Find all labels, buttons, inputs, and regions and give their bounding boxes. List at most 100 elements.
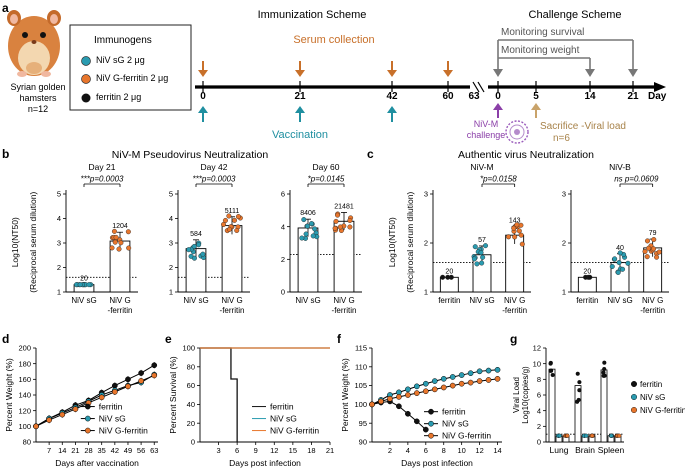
legend-label-ferritin: ferritin 2 μg bbox=[96, 92, 142, 102]
data-point bbox=[310, 233, 316, 239]
y-tick-label: 3 bbox=[57, 239, 61, 248]
significance-label: ***p=0.0003 bbox=[193, 175, 236, 184]
bar-value-label: 21481 bbox=[334, 203, 354, 210]
category-label: -ferritin bbox=[220, 306, 245, 315]
category-label: NiV G bbox=[221, 296, 242, 305]
data-point bbox=[33, 423, 39, 430]
y-axis-label: Percent Weight (%) bbox=[340, 358, 350, 432]
data-point bbox=[518, 232, 524, 238]
data-point bbox=[46, 417, 52, 423]
significance-label: ***p=0.0003 bbox=[81, 175, 124, 184]
x-axis-label: Days after vaccination bbox=[55, 458, 139, 468]
tick-day-60: 60 bbox=[442, 91, 454, 102]
data-point bbox=[615, 269, 621, 275]
data-point bbox=[458, 372, 465, 378]
monitoring-brackets bbox=[493, 39, 638, 77]
y-tick-label: 200 bbox=[18, 344, 31, 353]
y-tick-label: 10 bbox=[533, 359, 541, 368]
bar-value-label: 584 bbox=[190, 231, 202, 238]
hamster-caption-1: Syrian golden bbox=[10, 82, 66, 92]
data-point bbox=[405, 392, 411, 398]
day-axis-label: Day bbox=[648, 91, 667, 102]
data-point bbox=[378, 398, 384, 405]
data-point bbox=[413, 383, 420, 390]
data-point bbox=[654, 254, 660, 260]
y-tick-label: 6 bbox=[281, 190, 285, 199]
category-label: NiV G bbox=[642, 296, 663, 305]
data-point bbox=[231, 217, 237, 223]
y-tick-label: 120 bbox=[18, 406, 31, 415]
data-point bbox=[125, 229, 131, 235]
monitoring-survival-label: Monitoring survival bbox=[501, 27, 585, 38]
y-tick-label: 90 bbox=[359, 438, 367, 447]
chart-d: 80 100 120 140 160 180 200 7 14 21 28 35 42 49 56 63 Day… bbox=[4, 344, 158, 468]
panel-label-c: c bbox=[367, 147, 374, 161]
y-tick-label: 3 bbox=[169, 239, 173, 248]
category-label: NiV sG bbox=[183, 296, 208, 305]
data-point bbox=[335, 212, 341, 218]
data-point bbox=[77, 282, 83, 288]
data-point bbox=[642, 248, 648, 254]
bar-value-label: 20 bbox=[583, 268, 591, 275]
data-point bbox=[601, 373, 606, 378]
data-point bbox=[620, 266, 626, 272]
data-point bbox=[126, 245, 132, 251]
data-point bbox=[616, 260, 622, 266]
data-point bbox=[565, 433, 570, 438]
data-point bbox=[431, 378, 438, 384]
chart-c-nivb-title: NiV-B bbox=[609, 162, 631, 172]
category-label: Spleen bbox=[598, 445, 625, 455]
category-label: -ferritin bbox=[502, 306, 527, 315]
x-axis-label: Days post infection bbox=[401, 458, 473, 468]
data-point bbox=[422, 426, 429, 433]
data-point bbox=[222, 217, 228, 223]
data-point bbox=[413, 418, 420, 425]
y-axis-label: Percent Weight (%) bbox=[4, 358, 14, 432]
bar-value-label: 1204 bbox=[112, 223, 128, 230]
panel-b-ylabel: Log10(NT50) bbox=[9, 217, 20, 268]
data-point bbox=[405, 386, 411, 393]
data-point bbox=[458, 380, 465, 387]
data-point bbox=[304, 223, 310, 229]
legend-label: NiV sG bbox=[640, 393, 665, 402]
x-tick-label: 2 bbox=[388, 446, 392, 455]
data-point bbox=[235, 214, 241, 220]
data-point bbox=[651, 246, 657, 252]
data-point bbox=[396, 394, 402, 400]
data-point bbox=[396, 403, 402, 410]
data-point bbox=[309, 221, 315, 227]
data-point bbox=[651, 237, 657, 243]
chart-c-nivm: NiV-M 1 2 3 20 ferritin 57 NiV sG 143 NiV G-ferri… bbox=[424, 162, 531, 315]
y-tick-label: 2 bbox=[169, 263, 173, 272]
sacrifice-arrow bbox=[531, 103, 541, 118]
challenge-label-1: NiV-M bbox=[473, 119, 499, 129]
x-tick-label: 6 bbox=[424, 446, 428, 455]
data-point bbox=[440, 375, 447, 382]
data-point bbox=[86, 282, 92, 288]
legend-box bbox=[69, 24, 192, 111]
data-point bbox=[333, 218, 339, 224]
serum-collection-label: Serum collection bbox=[293, 34, 375, 46]
challenge-title: Challenge Scheme bbox=[528, 9, 622, 21]
data-point bbox=[494, 366, 501, 373]
y-tick-label: 0 bbox=[537, 438, 541, 447]
y-tick-label: 12 bbox=[533, 344, 541, 353]
data-point bbox=[575, 371, 580, 376]
data-point bbox=[369, 401, 375, 408]
x-tick-label: 18 bbox=[307, 446, 315, 455]
data-point bbox=[512, 234, 518, 240]
y-tick-label: 0 bbox=[191, 438, 195, 447]
bar-value-label: 40 bbox=[616, 245, 624, 252]
y-tick-label: 4 bbox=[537, 406, 541, 415]
x-tick-label: 28 bbox=[84, 446, 92, 455]
data-point bbox=[347, 224, 353, 230]
y-tick-label: 5 bbox=[57, 190, 61, 199]
y-tick-label: 140 bbox=[18, 391, 31, 400]
legend-label: ferritin bbox=[270, 402, 294, 412]
chart-b-day42-title: Day 42 bbox=[201, 162, 228, 172]
data-point bbox=[59, 411, 66, 418]
significance-label: *p=0.0145 bbox=[308, 175, 345, 184]
legend-dot-niv-g-ferritin bbox=[81, 74, 91, 84]
data-point bbox=[467, 379, 474, 386]
